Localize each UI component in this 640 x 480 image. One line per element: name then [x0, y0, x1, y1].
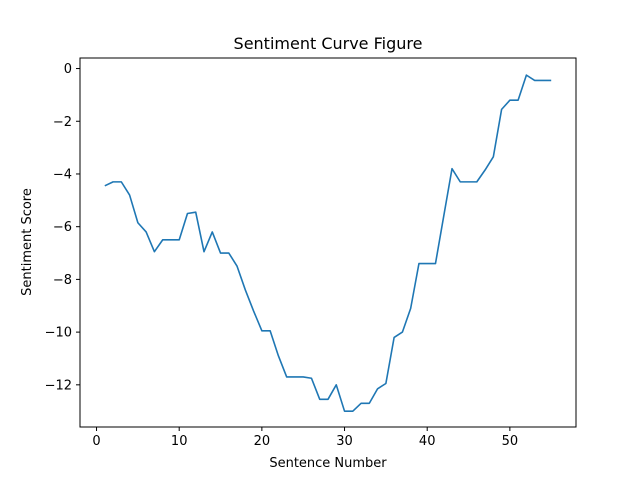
y-tick-label: −10	[45, 326, 72, 341]
x-tick-label: 20	[254, 434, 271, 449]
x-axis: 0 10 20 30 40 50	[92, 427, 518, 449]
y-tick-label: −2	[53, 115, 72, 130]
chart-title: Sentiment Curve Figure	[234, 34, 423, 53]
y-tick-label: −4	[53, 167, 72, 182]
x-tick-label: 0	[92, 434, 100, 449]
x-tick-label: 50	[502, 434, 519, 449]
y-tick-label: −6	[53, 220, 72, 235]
x-tick-label: 10	[171, 434, 188, 449]
y-axis: 0 −2 −4 −6 −8 −10 −12	[45, 62, 80, 393]
sentiment-series-line	[104, 74, 552, 412]
x-axis-label: Sentence Number	[269, 456, 387, 471]
y-axis-label: Sentiment Score	[20, 188, 35, 296]
y-tick-label: −8	[53, 273, 72, 288]
y-tick-label: −12	[45, 378, 72, 393]
plot-area-frame	[79, 57, 577, 428]
x-tick-label: 30	[336, 434, 353, 449]
x-tick-label: 40	[419, 434, 436, 449]
y-tick-label: 0	[64, 62, 72, 77]
